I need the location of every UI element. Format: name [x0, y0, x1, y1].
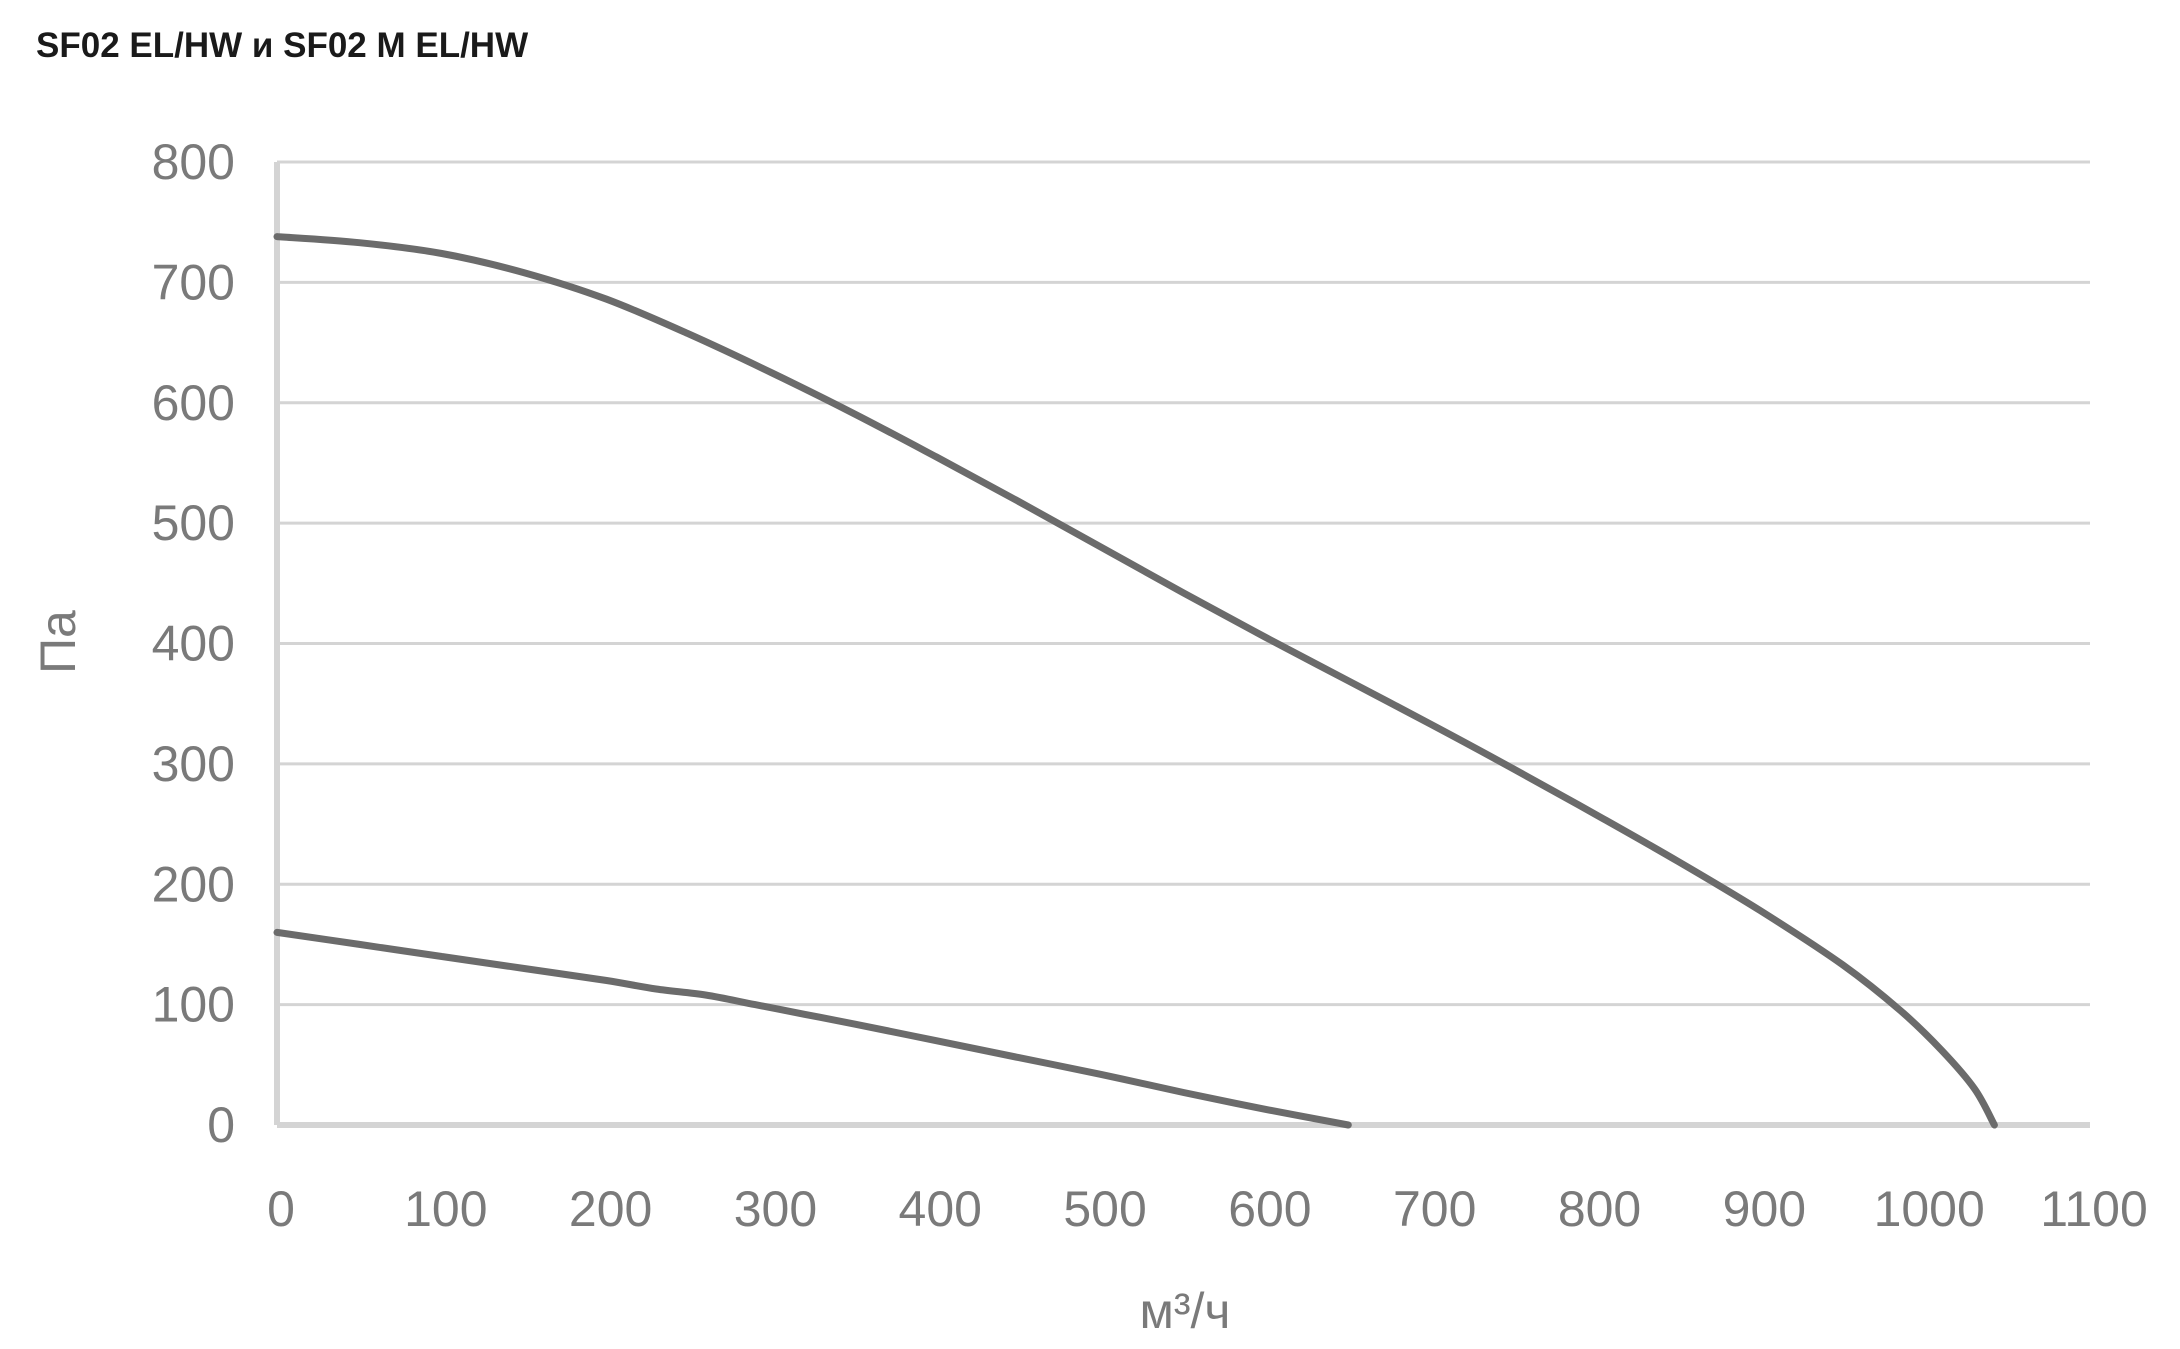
x-tick-label: 600	[1228, 1181, 1311, 1237]
x-tick-label: 900	[1723, 1181, 1806, 1237]
y-tick-label: 600	[152, 375, 235, 431]
x-tick-label: 400	[899, 1181, 982, 1237]
series-lines	[273, 233, 1998, 1129]
x-tick-label: 1000	[1874, 1181, 1985, 1237]
y-tick-label: 700	[152, 254, 235, 310]
x-tick-label: 1100	[2040, 1181, 2148, 1237]
x-tick-label: 300	[734, 1181, 817, 1237]
axes	[274, 162, 2090, 1128]
chart-title: SF02 EL/HW и SF02 M EL/HW	[36, 26, 528, 65]
y-axis-title: Па	[30, 610, 86, 674]
y-tick-label: 800	[152, 134, 235, 190]
y-tick-label: 0	[207, 1097, 235, 1153]
x-tick-label: 500	[1063, 1181, 1146, 1237]
x-tick-label: 100	[404, 1181, 487, 1237]
x-tick-label: 0	[267, 1181, 295, 1237]
series-line-1	[273, 233, 1998, 1129]
y-tick-label: 300	[152, 736, 235, 792]
y-tick-label: 200	[152, 856, 235, 912]
tick-labels: 0 100 200 300 400 500 600 700 800 0 100 200 300 400 50…	[152, 134, 2148, 1237]
y-tick-label: 400	[152, 616, 235, 672]
x-tick-label: 800	[1558, 1181, 1641, 1237]
y-tick-label: 500	[152, 495, 235, 551]
series-line-2	[273, 928, 1352, 1129]
x-tick-label: 700	[1393, 1181, 1476, 1237]
x-axis-title: м³/ч	[1140, 1283, 1231, 1339]
y-tick-label: 100	[152, 977, 235, 1033]
gridlines	[277, 160, 2090, 1007]
x-tick-label: 200	[569, 1181, 652, 1237]
